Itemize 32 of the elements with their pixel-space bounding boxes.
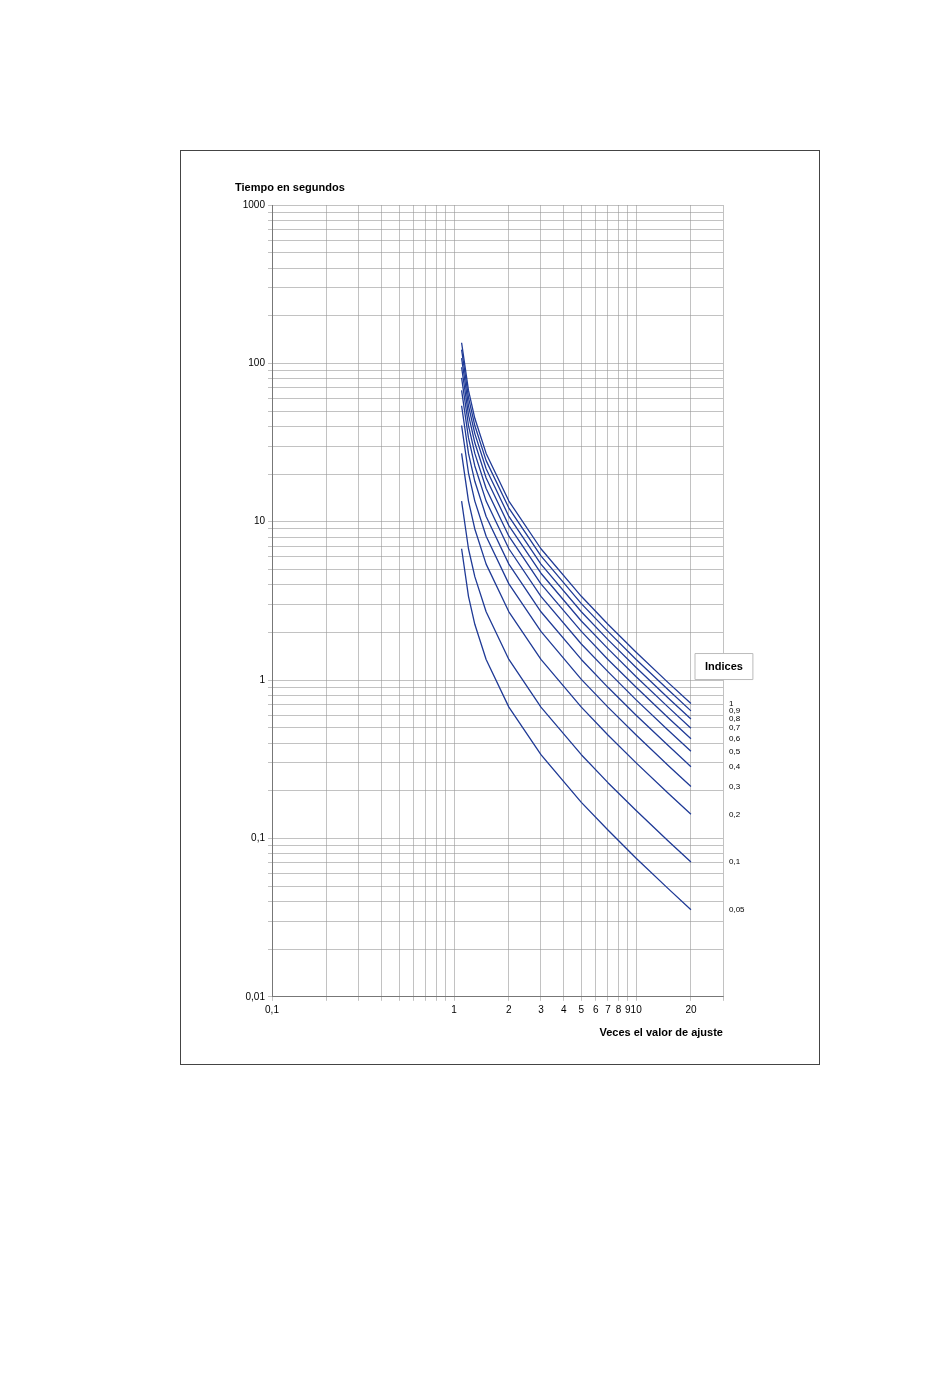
text: 0,9 [729,706,741,716]
text: 0,4 [729,761,741,771]
y-tick-label: 10 [253,515,266,527]
text: 1 [729,698,734,708]
x-tick-label: 10 [630,1003,643,1015]
text: 0,2 [729,809,741,819]
x-tick-label: 7 [605,1003,612,1015]
legend-title: Indices [705,659,743,672]
x-tick-label: 3 [538,1003,545,1015]
y-axis-title: Tiempo en segundos [235,180,345,193]
x-tick-label: 1 [451,1003,458,1015]
x-tick-label: 6 [592,1003,599,1015]
x-tick-label: 4 [560,1003,567,1015]
text: 0,5 [729,746,741,756]
text: 0,7 [729,723,741,733]
x-tick-label: 0,1 [265,1003,280,1015]
text: 0,8 [729,714,741,724]
text: 0,1 [729,857,741,867]
text: 0,05 [729,904,746,914]
x-tick-label: 5 [578,1003,585,1015]
y-tick-label: 100 [248,357,266,369]
x-tick-label: 20 [685,1003,697,1015]
y-tick-label: 0,1 [251,832,266,844]
text: 0,6 [729,733,741,743]
text: 0,3 [729,781,741,791]
x-axis-title: Veces el valor de ajuste [599,1026,723,1039]
x-tick-label: 9 [625,1003,632,1015]
y-tick-label: 1 [259,673,266,685]
x-tick-label: 2 [506,1003,513,1015]
y-tick-label: 0,01 [245,990,266,1002]
x-tick-label: 8 [615,1003,622,1015]
y-tick-label: 1000 [242,198,266,210]
